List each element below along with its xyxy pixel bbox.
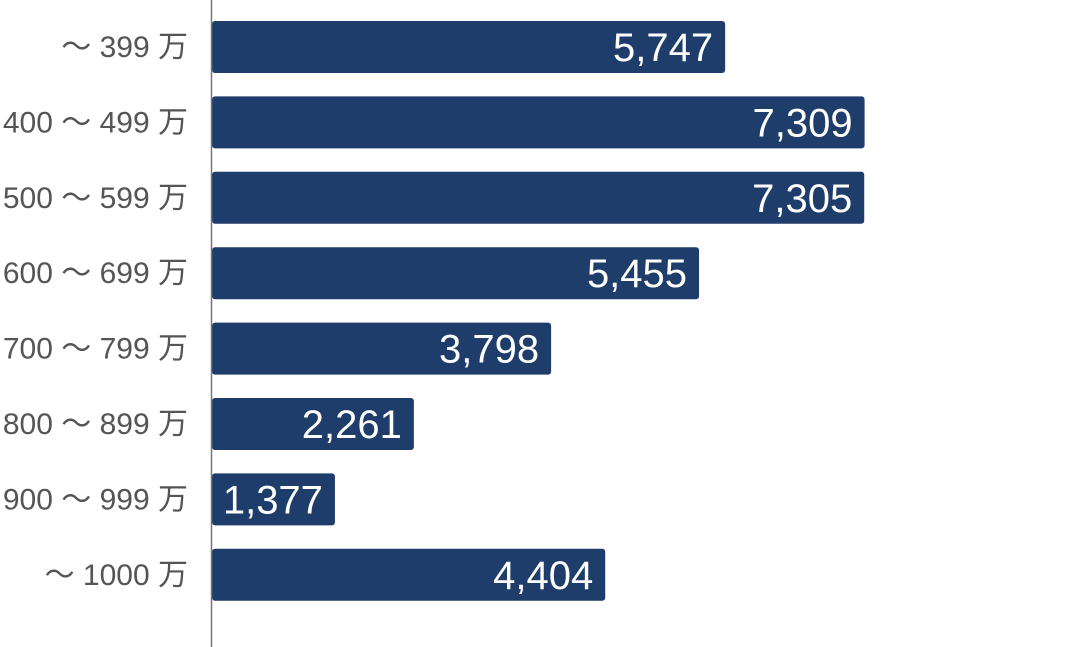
value-label: 2,261 <box>302 403 402 447</box>
category-label: 〜 399 万 <box>61 31 188 64</box>
value-label: 3,798 <box>439 328 539 372</box>
bars-group <box>212 21 865 601</box>
category-label: 900 〜 999 万 <box>3 483 188 516</box>
value-label: 7,305 <box>752 177 852 221</box>
value-label: 7,309 <box>752 101 852 145</box>
value-label: 4,404 <box>493 554 593 598</box>
category-label: 〜 1000 万 <box>45 559 188 592</box>
value-labels-group: 5,747 7,309 7,305 5,455 3,798 2,261 1,377 4,404 <box>223 26 853 598</box>
bar <box>212 473 335 526</box>
category-label: 800 〜 899 万 <box>3 408 188 441</box>
category-label: 500 〜 599 万 <box>3 182 188 215</box>
value-label: 5,455 <box>587 252 687 296</box>
bar <box>212 548 606 601</box>
bar <box>212 322 552 375</box>
category-label: 600 〜 699 万 <box>3 257 188 290</box>
category-label: 400 〜 499 万 <box>3 106 188 139</box>
bar <box>212 21 726 73</box>
category-labels-group: 〜 399 万 400 〜 499 万 500 〜 599 万 600 〜 699 万… <box>3 31 188 592</box>
bar <box>212 96 865 149</box>
category-label: 700 〜 799 万 <box>3 333 188 366</box>
bar <box>212 247 700 300</box>
value-label: 5,747 <box>613 26 713 70</box>
bar <box>212 398 414 450</box>
value-label: 1,377 <box>223 478 323 522</box>
bar <box>212 171 865 224</box>
